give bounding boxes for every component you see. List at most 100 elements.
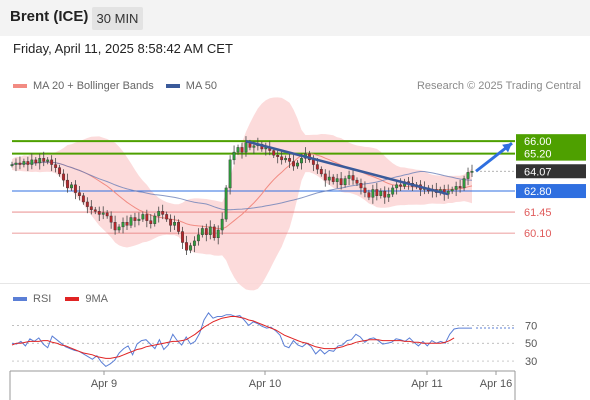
price-legend: MA 20 + Bollinger Bands MA 50 (13, 80, 217, 92)
candle-body (189, 245, 192, 251)
chart-datetime: Friday, April 11, 2025 8:58:42 AM CET (13, 41, 233, 56)
x-tick-label: Apr 16 (480, 378, 512, 390)
rsi-legend: RSI 9MA (13, 293, 108, 305)
symbol-title: Brent (ICE) (10, 8, 89, 25)
candle-body (466, 172, 470, 179)
rsi-ma-swatch (65, 297, 80, 301)
candle-body (462, 178, 466, 189)
candle-body (470, 171, 474, 173)
level-65-20-label: 65.20 (524, 149, 552, 161)
candle-body (105, 212, 109, 217)
candle-body (145, 214, 149, 221)
candle-body (18, 162, 22, 165)
candle-body (355, 179, 359, 184)
candle-body (149, 220, 153, 224)
candle-body (129, 217, 133, 226)
level-66-00-label: 66.00 (524, 136, 552, 148)
rsi-tick-label: 50 (525, 338, 537, 350)
credit-text: Research © 2025 Trading Central (416, 80, 581, 92)
candle-body (133, 217, 137, 221)
candle-body (54, 164, 58, 168)
candle-body (173, 222, 177, 226)
candle-body (177, 222, 180, 232)
chart-header: Brent (ICE) 30 MIN (0, 0, 590, 36)
candle-body (38, 158, 42, 164)
candle-body (375, 189, 379, 196)
candle-body (62, 173, 65, 181)
rsi-tick-label: 30 (525, 356, 537, 368)
candle-body (292, 161, 295, 167)
candle-body (339, 178, 343, 186)
candle-body (196, 234, 200, 242)
candle-body (208, 226, 212, 235)
rsi-tick-label: 70 (525, 320, 537, 332)
x-tick-label: Apr 10 (249, 378, 281, 390)
candle-body (311, 159, 315, 165)
pane-divider (0, 283, 590, 284)
candle-body (335, 178, 339, 182)
candle-body (399, 184, 403, 187)
candle-body (109, 215, 113, 223)
rsi-swatch (13, 297, 27, 301)
candle-body (97, 211, 101, 215)
candle-body (216, 229, 220, 239)
candles (10, 136, 474, 255)
candle-body (228, 159, 232, 189)
candle-body (101, 212, 105, 215)
x-axis: Apr 9 Apr 10 Apr 11 Apr 16 (9, 370, 516, 400)
candle-body (272, 150, 276, 156)
rsi-legend-label: RSI (33, 293, 52, 305)
candle-body (161, 211, 165, 215)
level-64-07-tag (516, 164, 586, 179)
level-62-80-label: 62.80 (524, 186, 552, 198)
candle-body (113, 222, 117, 231)
candle-body (22, 161, 26, 165)
candle-body (224, 187, 228, 220)
candle-body (26, 161, 30, 165)
candle-body (327, 176, 331, 181)
candle-body (296, 162, 299, 167)
candle-body (252, 145, 256, 148)
candle-body (42, 158, 46, 162)
candle-body (169, 218, 173, 226)
annotations (245, 139, 513, 196)
candle-body (343, 178, 347, 186)
candle-body (181, 231, 184, 243)
rsi-series-rsi-line (11, 312, 472, 368)
candle-body (280, 156, 284, 161)
candle-body (220, 218, 224, 231)
candle-body (450, 189, 454, 192)
candle-body (66, 179, 69, 189)
candle-body (454, 186, 458, 190)
candle-body (300, 158, 303, 164)
rsi-pane: 70 50 30 (11, 312, 537, 368)
ma50-swatch (165, 84, 180, 88)
timeframe-button[interactable]: 30 MIN (92, 7, 143, 30)
candle-body (395, 184, 399, 189)
level-61-45-label: 61.45 (524, 207, 552, 219)
candle-body (351, 175, 355, 181)
candle-body (331, 176, 335, 182)
candle-body (319, 169, 323, 175)
level-65-20-tag (516, 146, 586, 161)
level-60-10-label: 60.10 (524, 228, 552, 240)
candle-body (284, 158, 288, 161)
candle-body (74, 184, 77, 193)
candle-body (30, 159, 34, 165)
candle-body (323, 173, 327, 181)
ma50-line (11, 161, 473, 211)
candle-body (157, 211, 161, 217)
candle-body (458, 186, 462, 189)
candle-body (153, 215, 157, 224)
ma20-swatch (13, 84, 27, 88)
candle-body (46, 159, 50, 162)
candle-body (10, 164, 14, 166)
candle-body (363, 187, 367, 193)
candle-body (85, 201, 89, 207)
x-tick-label: Apr 9 (91, 378, 117, 390)
candle-body (50, 159, 54, 165)
candle-body (137, 218, 141, 221)
rsi-series-9ma-line (11, 316, 455, 359)
